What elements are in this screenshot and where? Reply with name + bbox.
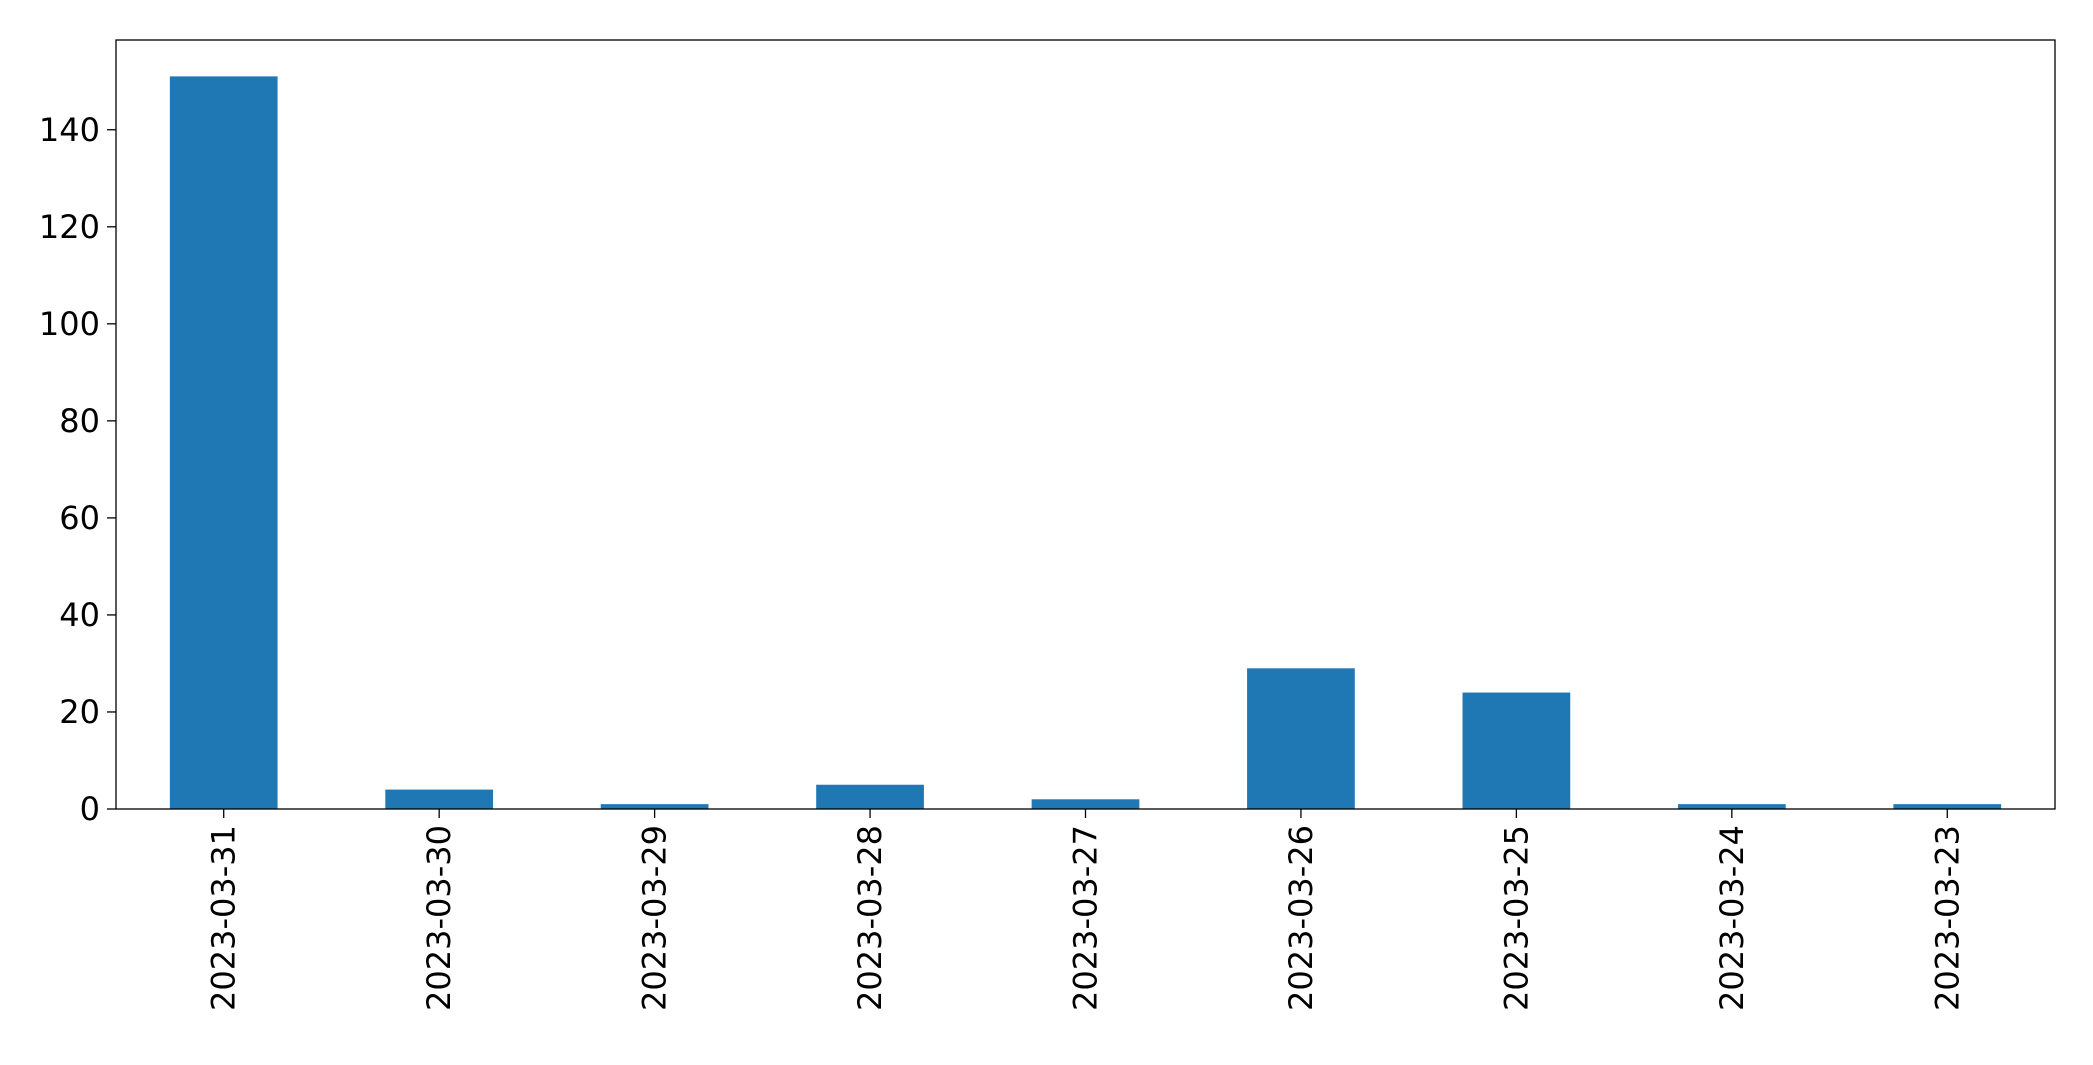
y-tick-label: 20	[59, 693, 100, 731]
x-tick-label: 2023-03-28	[851, 825, 889, 1011]
bar	[169, 76, 278, 810]
y-tick-label: 0	[80, 790, 100, 828]
axes-frame	[115, 39, 2056, 810]
bar	[1677, 804, 1786, 809]
y-tick-label: 120	[39, 208, 100, 246]
x-tick-label: 2023-03-30	[420, 825, 458, 1011]
x-tick-label: 2023-03-31	[205, 825, 243, 1011]
x-tick-label: 2023-03-29	[636, 825, 674, 1011]
y-tick-label: 60	[59, 499, 100, 537]
bar	[816, 784, 924, 809]
bar	[385, 789, 494, 809]
x-tick-label: 2023-03-26	[1282, 825, 1320, 1011]
bar	[1031, 799, 1140, 809]
bar	[600, 804, 709, 809]
y-tick-label: 100	[39, 305, 100, 343]
x-tick-label: 2023-03-25	[1497, 825, 1535, 1011]
bar	[1462, 692, 1571, 809]
x-tick-label: 2023-03-23	[1928, 825, 1966, 1011]
bar	[1893, 804, 2002, 809]
y-tick-label: 140	[39, 111, 100, 149]
bar	[1247, 668, 1355, 809]
y-tick-label: 40	[59, 596, 100, 634]
y-tick-label: 80	[59, 402, 100, 440]
x-tick-label: 2023-03-27	[1067, 825, 1105, 1011]
x-tick-label: 2023-03-24	[1713, 825, 1751, 1011]
